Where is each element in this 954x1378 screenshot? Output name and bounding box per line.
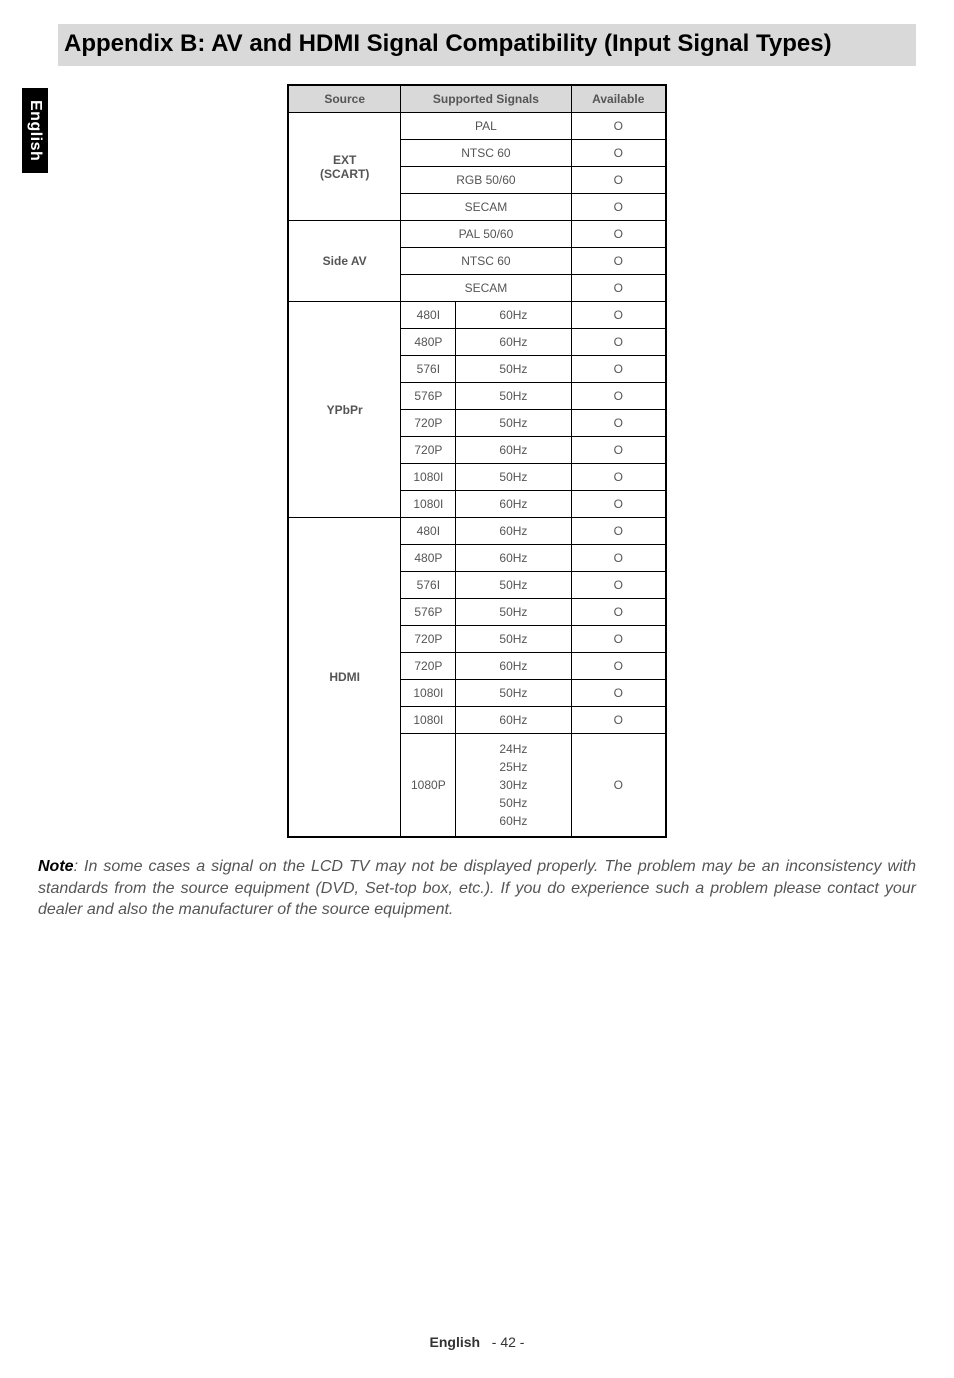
signal-res-cell: 576I bbox=[401, 356, 456, 383]
note-block: Note: In some cases a signal on the LCD … bbox=[38, 856, 916, 921]
available-cell: O bbox=[571, 545, 666, 572]
table-header: Source Supported Signals Available bbox=[288, 85, 666, 113]
signal-hz-cell: 50Hz bbox=[456, 410, 571, 437]
available-cell: O bbox=[571, 275, 666, 302]
available-cell: O bbox=[571, 221, 666, 248]
source-cell: YPbPr bbox=[288, 302, 401, 518]
signal-hz-cell: 50Hz bbox=[456, 572, 571, 599]
signal-compatibility-table: Source Supported Signals Available EXT(S… bbox=[287, 84, 667, 838]
signal-hz-cell: 60Hz bbox=[456, 329, 571, 356]
col-supported: Supported Signals bbox=[401, 85, 571, 113]
available-cell: O bbox=[571, 680, 666, 707]
available-cell: O bbox=[571, 113, 666, 140]
table-row: HDMI480I60HzO bbox=[288, 518, 666, 545]
title-bar: Appendix B: AV and HDMI Signal Compatibi… bbox=[58, 24, 916, 66]
signal-cell: RGB 50/60 bbox=[401, 167, 571, 194]
available-cell: O bbox=[571, 302, 666, 329]
available-cell: O bbox=[571, 491, 666, 518]
signal-hz-cell: 60Hz bbox=[456, 545, 571, 572]
available-cell: O bbox=[571, 626, 666, 653]
signal-hz-cell: 50Hz bbox=[456, 626, 571, 653]
signal-res-cell: 480P bbox=[401, 545, 456, 572]
signal-cell: NTSC 60 bbox=[401, 248, 571, 275]
table-row: EXT(SCART)PALO bbox=[288, 113, 666, 140]
language-side-tab: English bbox=[22, 88, 48, 173]
signal-cell: PAL 50/60 bbox=[401, 221, 571, 248]
note-label: Note bbox=[38, 858, 74, 875]
table-row: YPbPr480I60HzO bbox=[288, 302, 666, 329]
signal-hz-cell: 60Hz bbox=[456, 437, 571, 464]
source-cell: Side AV bbox=[288, 221, 401, 302]
signal-hz-cell: 24Hz25Hz30Hz50Hz60Hz bbox=[456, 734, 571, 838]
footer-page-number: - 42 - bbox=[492, 1334, 525, 1350]
signal-res-cell: 720P bbox=[401, 626, 456, 653]
note-body: : In some cases a signal on the LCD TV m… bbox=[38, 858, 916, 918]
signal-hz-cell: 60Hz bbox=[456, 302, 571, 329]
col-available: Available bbox=[571, 85, 666, 113]
signal-cell: SECAM bbox=[401, 275, 571, 302]
available-cell: O bbox=[571, 194, 666, 221]
table-row: Side AVPAL 50/60O bbox=[288, 221, 666, 248]
footer-language: English bbox=[430, 1334, 481, 1350]
signal-res-cell: 1080I bbox=[401, 707, 456, 734]
signal-table-container: Source Supported Signals Available EXT(S… bbox=[287, 84, 667, 838]
signal-hz-cell: 50Hz bbox=[456, 383, 571, 410]
available-cell: O bbox=[571, 734, 666, 838]
available-cell: O bbox=[571, 140, 666, 167]
source-cell: HDMI bbox=[288, 518, 401, 838]
page-title: Appendix B: AV and HDMI Signal Compatibi… bbox=[64, 30, 832, 57]
signal-res-cell: 1080I bbox=[401, 464, 456, 491]
available-cell: O bbox=[571, 248, 666, 275]
available-cell: O bbox=[571, 437, 666, 464]
table-body: EXT(SCART)PALONTSC 60ORGB 50/60OSECAMOSi… bbox=[288, 113, 666, 838]
signal-hz-cell: 60Hz bbox=[456, 491, 571, 518]
signal-res-cell: 1080I bbox=[401, 680, 456, 707]
signal-hz-cell: 60Hz bbox=[456, 653, 571, 680]
signal-res-cell: 576P bbox=[401, 599, 456, 626]
signal-hz-cell: 50Hz bbox=[456, 680, 571, 707]
signal-hz-cell: 60Hz bbox=[456, 707, 571, 734]
available-cell: O bbox=[571, 707, 666, 734]
signal-hz-cell: 50Hz bbox=[456, 356, 571, 383]
signal-res-cell: 1080I bbox=[401, 491, 456, 518]
available-cell: O bbox=[571, 599, 666, 626]
available-cell: O bbox=[571, 464, 666, 491]
signal-res-cell: 576P bbox=[401, 383, 456, 410]
available-cell: O bbox=[571, 356, 666, 383]
available-cell: O bbox=[571, 167, 666, 194]
available-cell: O bbox=[571, 653, 666, 680]
signal-res-cell: 720P bbox=[401, 410, 456, 437]
signal-cell: NTSC 60 bbox=[401, 140, 571, 167]
signal-hz-cell: 50Hz bbox=[456, 599, 571, 626]
signal-res-cell: 720P bbox=[401, 437, 456, 464]
page-footer: English - 42 - bbox=[0, 1334, 954, 1350]
col-source: Source bbox=[288, 85, 401, 113]
signal-res-cell: 480I bbox=[401, 302, 456, 329]
signal-hz-cell: 50Hz bbox=[456, 464, 571, 491]
available-cell: O bbox=[571, 572, 666, 599]
signal-res-cell: 576I bbox=[401, 572, 456, 599]
signal-cell: PAL bbox=[401, 113, 571, 140]
available-cell: O bbox=[571, 410, 666, 437]
signal-hz-cell: 60Hz bbox=[456, 518, 571, 545]
available-cell: O bbox=[571, 383, 666, 410]
signal-res-cell: 720P bbox=[401, 653, 456, 680]
available-cell: O bbox=[571, 518, 666, 545]
signal-res-cell: 1080P bbox=[401, 734, 456, 838]
signal-res-cell: 480I bbox=[401, 518, 456, 545]
source-cell: EXT(SCART) bbox=[288, 113, 401, 221]
available-cell: O bbox=[571, 329, 666, 356]
signal-cell: SECAM bbox=[401, 194, 571, 221]
signal-res-cell: 480P bbox=[401, 329, 456, 356]
